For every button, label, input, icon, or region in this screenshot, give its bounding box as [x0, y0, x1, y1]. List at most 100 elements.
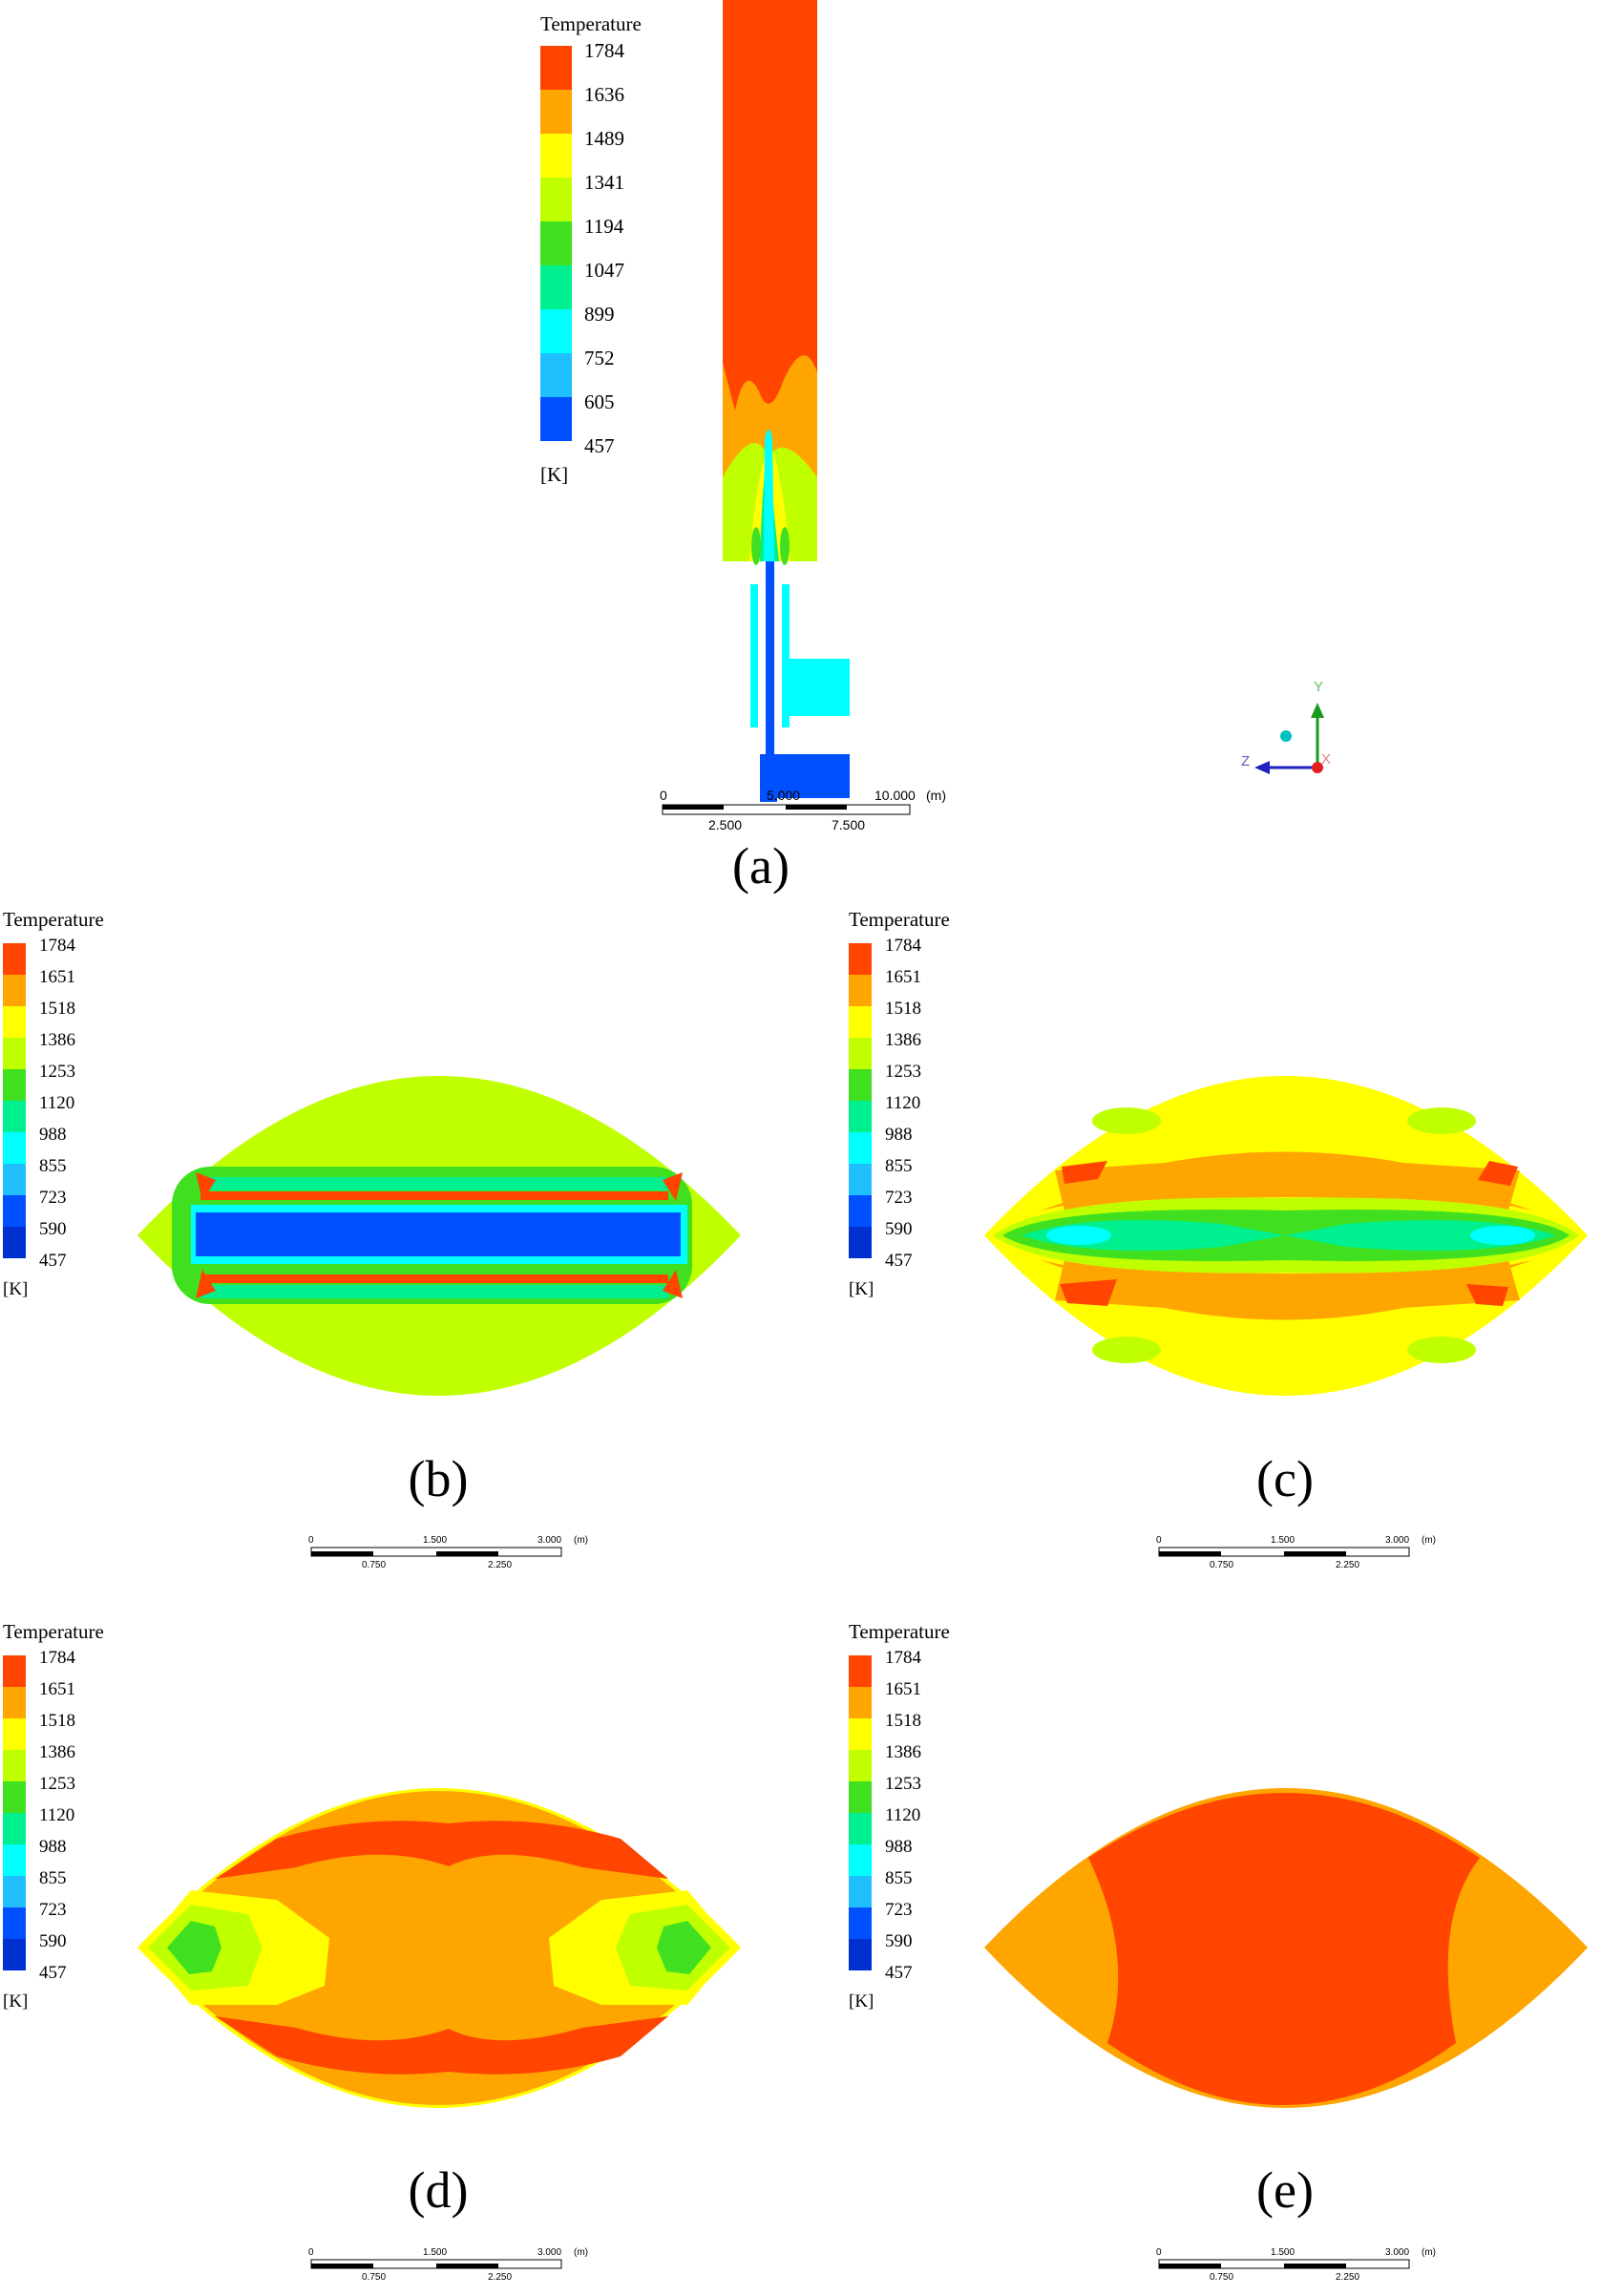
legend-swatch — [3, 1655, 26, 1687]
legend-swatch — [3, 943, 26, 975]
legend-tick: 457 — [39, 1251, 67, 1271]
scale-block — [1159, 1551, 1221, 1556]
scale-label: 1.500 — [1271, 2247, 1295, 2258]
scale-bar-d: 0 1.500 3.000 (m) 0.750 2.250 — [308, 2247, 588, 2283]
contour-region-cyan — [1046, 1226, 1111, 1245]
corner-hot-spot — [196, 1270, 216, 1298]
fuel-box — [777, 754, 850, 798]
legend-tick: 1253 — [39, 1774, 75, 1794]
view-sphere — [1280, 730, 1292, 742]
scale-label: 3.000 — [537, 2247, 561, 2258]
legend-title: Temperature — [849, 1620, 950, 1643]
legend-swatch — [849, 1038, 872, 1069]
legend-swatch — [849, 1781, 872, 1813]
legend-swatch — [3, 975, 26, 1006]
scale-block — [311, 1551, 373, 1556]
legend-swatch — [3, 1844, 26, 1876]
legend-tick: 1341 — [584, 171, 624, 194]
legend-tick: 1784 — [885, 1648, 922, 1668]
caption-d: (d) — [409, 2161, 469, 2219]
contour-region-green — [780, 527, 790, 565]
legend-title: Temperature — [3, 1620, 104, 1643]
contour-region-orange — [143, 1791, 735, 2105]
legend-tick: 590 — [39, 1219, 67, 1239]
contour-region-orange — [1055, 1151, 1520, 1211]
legend-tick: 1386 — [885, 1030, 921, 1050]
legend-swatch — [849, 1750, 872, 1781]
legend-swatch — [3, 1718, 26, 1750]
scale-label: 0.750 — [1210, 2272, 1233, 2283]
contour-region-red — [1088, 1793, 1480, 2105]
scale-label: 0.750 — [362, 2272, 386, 2283]
corner-hot-spot — [663, 1270, 683, 1298]
legend-tick: 1253 — [885, 1062, 921, 1082]
legend-unit: [K] — [849, 1991, 874, 2012]
legend-swatch — [849, 1006, 872, 1038]
legend-swatch — [849, 1655, 872, 1687]
legend-tick: 1784 — [584, 39, 625, 62]
scale-label: 3.000 — [1385, 2247, 1409, 2258]
legend-title: Temperature — [540, 12, 642, 35]
legend-swatch — [849, 1069, 872, 1101]
burner-base — [760, 754, 777, 802]
contour-region-yellowgreen — [1092, 1107, 1161, 1134]
caption-e: (e) — [1256, 2161, 1314, 2219]
legend-tick: 1518 — [885, 999, 921, 1019]
z-axis-label: Z — [1241, 753, 1250, 769]
legend-b: Temperature 1784 1651 1518 1386 1253 1120 988 85… — [3, 908, 104, 1299]
scale-label: 2.250 — [488, 2272, 512, 2283]
legend-swatch — [849, 1195, 872, 1227]
legend-tick: 1386 — [885, 1742, 921, 1762]
legend-swatch — [540, 90, 572, 134]
cross-section-c — [984, 1076, 1588, 1396]
legend-tick: 1120 — [39, 1805, 74, 1825]
legend-swatch — [849, 943, 872, 975]
air-box — [790, 659, 850, 716]
scale-label: 7.500 — [832, 817, 865, 832]
cross-section-e — [984, 1788, 1588, 2108]
legend-tick: 855 — [885, 1868, 913, 1888]
legend-tick: 1651 — [885, 967, 921, 987]
scale-unit: (m) — [574, 1535, 588, 1546]
legend-swatch — [849, 1227, 872, 1258]
scale-label: 0 — [1156, 1535, 1162, 1546]
scale-bar-a: 0 5.000 10.000 (m) 2.500 7.500 — [660, 788, 946, 832]
contour-region-greencyan — [200, 1285, 668, 1298]
legend-tick: 1253 — [39, 1062, 75, 1082]
scale-unit: (m) — [926, 788, 946, 803]
legend-tick: 1784 — [39, 936, 76, 956]
scale-label: 10.000 — [874, 788, 916, 803]
legend-tick: 1784 — [39, 1648, 76, 1668]
legend-swatch — [3, 1227, 26, 1258]
cross-section-d — [137, 1788, 741, 2108]
legend-tick: 1386 — [39, 1030, 75, 1050]
contour-region-yellowgreen — [1092, 1337, 1161, 1363]
legend-tick: 457 — [584, 434, 615, 457]
x-axis-dot — [1312, 762, 1323, 773]
contour-region-yellowgreen — [1407, 1337, 1476, 1363]
legend-tick: 1518 — [885, 1711, 921, 1731]
legend-swatch — [3, 1939, 26, 1970]
contour-region-red — [215, 2016, 668, 2075]
corner-hot-spot — [663, 1172, 683, 1201]
scale-label: 0 — [308, 1535, 314, 1546]
contour-region-red — [1466, 1284, 1508, 1306]
legend-tick: 855 — [885, 1156, 913, 1176]
scale-label: 3.000 — [537, 1535, 561, 1546]
scale-unit: (m) — [574, 2247, 588, 2258]
contour-region-blue — [196, 1212, 681, 1256]
legend-swatch — [540, 353, 572, 397]
scale-block — [786, 805, 847, 810]
legend-d: Temperature 1784 1651 1518 1386 1253 1120 988 85… — [3, 1620, 104, 2012]
legend-tick: 1047 — [584, 259, 624, 282]
caption-b: (b) — [409, 1450, 469, 1507]
legend-swatch — [849, 1132, 872, 1164]
scale-label: 1.500 — [423, 2247, 447, 2258]
scale-label: 2.250 — [488, 1560, 512, 1570]
legend-swatch — [849, 1164, 872, 1195]
scale-label: 1.500 — [423, 1535, 447, 1546]
scale-bar-e: 0 1.500 3.000 (m) 0.750 2.250 — [1156, 2247, 1436, 2283]
contour-region-green — [657, 1921, 711, 1974]
legend-tick: 1489 — [584, 127, 624, 150]
